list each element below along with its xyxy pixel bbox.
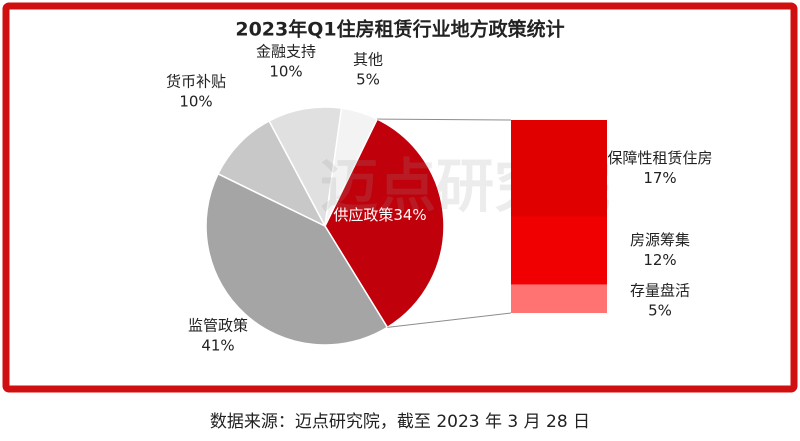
- slice-value: 10%: [269, 63, 302, 81]
- bar-segment: [511, 216, 607, 285]
- segment-value: 17%: [643, 169, 676, 187]
- segment-name: 保障性租赁住房: [607, 149, 712, 167]
- slice-name: 货币补贴: [166, 73, 226, 91]
- slice-name: 其他: [353, 51, 383, 69]
- pie-slice: [268, 106, 343, 229]
- segment-value: 5%: [648, 301, 672, 319]
- source-note: 数据来源：迈点研究院，截至 2023 年 3 月 28 日: [210, 412, 590, 432]
- slice-value: 41%: [201, 337, 234, 355]
- bar-segment: [511, 120, 607, 217]
- chart-title: 2023年Q1住房租赁行业地方政策统计: [235, 18, 564, 41]
- connector: [387, 312, 512, 328]
- connector: [377, 118, 512, 121]
- slice-value: 10%: [179, 93, 212, 111]
- pie-slice: [324, 118, 445, 329]
- segment-name: 房源筹集: [630, 231, 690, 249]
- slice-label: 供应政策34%: [333, 206, 426, 224]
- slice-name: 供应政策: [333, 206, 393, 224]
- slice-value: 34%: [393, 206, 426, 224]
- bar-segment: [511, 284, 607, 313]
- pie-slice: [217, 119, 327, 228]
- segment-value: 12%: [643, 251, 676, 269]
- segment-name: 存量盘活: [630, 281, 690, 299]
- slice-value: 5%: [356, 71, 380, 89]
- pie-slice: [324, 107, 379, 227]
- slice-name: 监管政策: [188, 317, 248, 335]
- slice-name: 金融支持: [256, 43, 316, 61]
- pie-slice: [205, 172, 389, 346]
